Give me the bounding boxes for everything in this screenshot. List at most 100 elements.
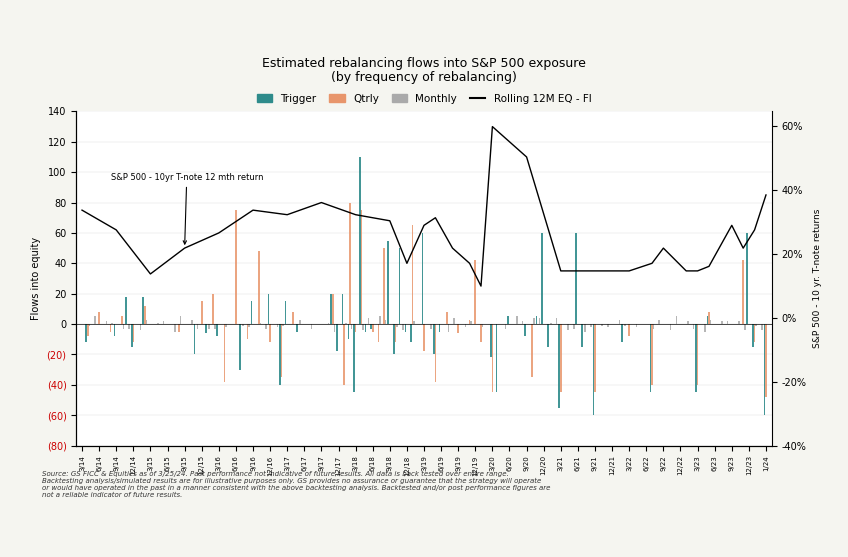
Text: (by frequency of rebalancing): (by frequency of rebalancing) [331,71,517,84]
Bar [178,324,180,331]
Bar [624,324,626,326]
Bar [754,324,756,343]
Bar [567,324,569,330]
Bar [377,324,379,343]
Bar [621,324,622,343]
Bar [590,324,592,327]
Bar [379,316,381,324]
Bar [576,233,577,324]
Bar [410,324,412,343]
Bar [492,324,494,393]
Bar [670,324,672,330]
Bar [538,318,540,324]
Bar [594,324,596,393]
Bar [354,324,356,331]
Bar [573,324,575,329]
Bar [259,323,261,324]
Bar [348,324,349,339]
Bar [383,248,385,324]
Bar [560,324,561,393]
Bar [435,324,436,382]
Bar [533,318,535,324]
Bar [650,324,651,393]
Bar [282,324,284,326]
Bar [123,324,125,329]
Bar [331,294,332,324]
Bar [174,324,176,331]
Bar [270,324,271,343]
Bar [746,233,748,324]
Bar [144,306,146,324]
Bar [360,210,362,324]
Bar [235,210,237,324]
Bar [128,324,130,329]
Text: Estimated rebalancing flows into S&P 500 exposure: Estimated rebalancing flows into S&P 500… [262,57,586,70]
Bar [524,324,526,336]
Bar [651,324,653,385]
Bar [311,324,312,329]
Bar [368,318,370,324]
Y-axis label: S&P 500 - 10 yr. T-note returns: S&P 500 - 10 yr. T-note returns [813,209,823,348]
Bar [87,324,88,336]
Bar [721,321,722,324]
Bar [212,294,214,324]
Bar [191,320,192,324]
Bar [708,312,710,324]
Bar [558,324,560,408]
Bar [412,226,413,324]
Bar [94,316,96,324]
Bar [402,324,404,330]
Bar [448,324,449,331]
Bar [446,312,448,324]
Bar [98,312,100,324]
Bar [106,321,107,324]
Bar [601,324,603,326]
Bar [727,321,728,324]
Bar [547,324,549,347]
Bar [146,320,147,324]
Bar [142,297,144,324]
Bar [399,248,400,324]
Bar [248,324,249,327]
Bar [433,324,435,354]
Bar [88,324,90,326]
Bar [695,324,697,393]
Bar [349,203,351,324]
Bar [205,324,207,333]
Bar [285,301,287,324]
Bar [404,324,406,331]
Y-axis label: Flows into equity: Flows into equity [31,237,41,320]
Bar [111,323,113,324]
Bar [140,324,142,330]
Bar [343,324,345,385]
Bar [268,294,270,324]
Bar [201,301,203,324]
Bar [132,324,134,343]
Bar [457,324,459,333]
Bar [216,324,218,336]
Bar [243,324,244,326]
Bar [279,324,281,385]
Bar [482,324,483,327]
Bar [659,320,660,324]
Bar [394,324,396,343]
Bar [359,157,360,324]
Bar [336,324,338,351]
Bar [676,316,678,324]
Bar [258,251,259,324]
Bar [636,324,638,327]
Bar [532,324,533,377]
Bar [385,320,387,324]
Bar [388,241,389,324]
Bar [550,323,552,324]
Bar [393,324,394,354]
Bar [536,316,537,324]
Bar [423,324,425,351]
Bar [265,324,267,329]
Bar [697,324,699,385]
Bar [109,324,111,331]
Bar [454,318,455,324]
Bar [653,324,655,329]
Bar [251,301,252,324]
Bar [761,324,762,330]
